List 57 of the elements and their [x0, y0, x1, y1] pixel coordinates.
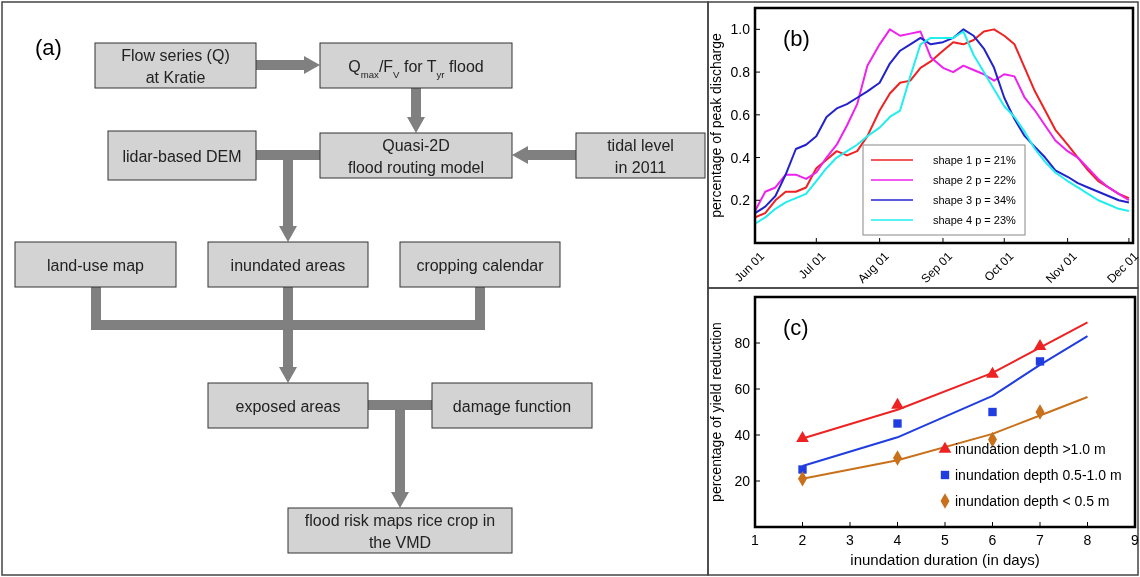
point: [796, 431, 809, 443]
y-tick-label: 80: [734, 335, 751, 351]
x-tick-label: Jun 01: [731, 248, 768, 285]
legend-label: inundation depth >1.0 m: [955, 440, 1106, 457]
point: [986, 366, 999, 378]
y-axis-title: percentage of yield reduction: [708, 322, 724, 502]
text: damage function: [452, 397, 572, 415]
y-tick-label: 0.2: [730, 192, 751, 209]
y-axis-title: percentage of peak discharge: [708, 33, 724, 218]
x-tick-label: 7: [1036, 532, 1045, 548]
x-tick-label: 2: [798, 532, 807, 548]
text: inundated areas: [230, 256, 346, 274]
text: land-use map: [47, 256, 145, 274]
y-tick-label: 0.8: [730, 64, 751, 81]
y-tick-label: 40: [734, 427, 751, 443]
text: exposed areas: [235, 397, 341, 415]
text: lidar-based DEM: [122, 147, 242, 165]
x-tick-label: 9: [1131, 532, 1140, 548]
text: Flow series (Q) at Kratie: [121, 46, 230, 86]
text: Q$_{max}$/F$_{V}$ for T$_{yr}$ flood: [348, 57, 484, 79]
x-tick-label: Oct 01: [981, 248, 1017, 285]
x-tick-label: 3: [846, 532, 855, 548]
legend-label: shape 3 p = 34%: [933, 193, 1017, 206]
legend-label: inundation depth 0.5-1.0 m: [955, 466, 1122, 483]
point: [891, 397, 904, 409]
x-tick-label: 5: [941, 532, 950, 548]
x-tick-label: 4: [893, 532, 902, 548]
text: cropping calendar: [416, 256, 545, 274]
point: [798, 465, 807, 474]
y-tick-label: 20: [734, 473, 751, 489]
y-tick-label: 0.6: [730, 106, 751, 123]
text: tidal level in 2011: [607, 136, 674, 176]
x-tick-label: Nov 01: [1042, 248, 1080, 286]
point: [1035, 357, 1045, 366]
point: [988, 407, 997, 417]
legend-label: shape 4 p = 23%: [933, 213, 1017, 226]
point: [893, 419, 902, 428]
text: (c): [783, 315, 809, 340]
x-tick-label: 6: [988, 532, 997, 548]
x-tick-label: 1: [751, 532, 760, 548]
x-tick-label: Aug 01: [854, 248, 892, 286]
x-tick-label: Jul 01: [795, 248, 829, 282]
text: (a): [35, 35, 62, 60]
text: flood risk maps rice crop in the VMD: [304, 511, 496, 551]
legend-label: inundation depth < 0.5 m: [955, 492, 1110, 509]
point: [1033, 339, 1047, 351]
legend-label: shape 1 p = 21%: [933, 153, 1017, 166]
y-tick-label: 60: [734, 381, 751, 397]
text: Quasi-2D flood routing model: [347, 136, 485, 176]
x-tick-label: Sep 01: [918, 248, 956, 286]
text: (b): [783, 26, 810, 51]
y-tick-label: 0.4: [730, 149, 751, 166]
x-axis-title: inundation duration (in days): [850, 551, 1040, 568]
y-tick-label: 1.0: [730, 21, 751, 38]
legend-label: shape 2 p = 22%: [933, 173, 1017, 186]
x-tick-label: 8: [1083, 532, 1092, 548]
x-tick-label: Dec 01: [1104, 248, 1140, 286]
